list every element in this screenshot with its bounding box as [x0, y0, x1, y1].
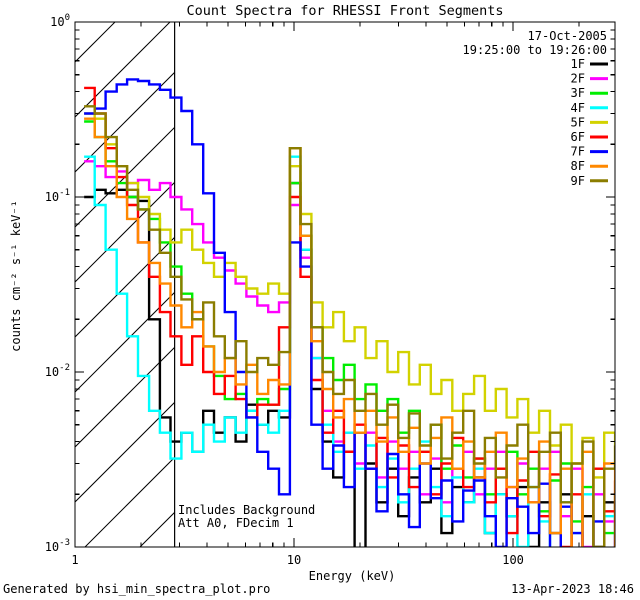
y-tick-label: 10-3 — [45, 538, 70, 554]
footer-datetime: 13-Apr-2023 18:46 — [511, 582, 634, 596]
axes-ticks: 1 10 100 100 10-1 10-2 10-3 — [45, 13, 615, 567]
legend-entry-9f: 9F — [571, 174, 608, 188]
legend-entry-8f: 8F — [571, 159, 608, 173]
legend-label: 1F — [571, 57, 585, 71]
series-path-2f — [84, 160, 615, 547]
chart-title: Count Spectra for RHESSI Front Segments — [187, 3, 504, 19]
series-path-1f — [84, 181, 615, 547]
legend-label: 9F — [571, 174, 585, 188]
time-range-label: 19:25:00 to 19:26:00 — [463, 43, 608, 57]
legend-entry-6f: 6F — [571, 130, 608, 144]
note-includes-background: Includes Background — [178, 503, 315, 517]
legend-entry-4f: 4F — [571, 101, 608, 115]
series-path-7f — [84, 78, 615, 547]
hatch-line — [75, 71, 175, 173]
series-path-8f — [84, 117, 615, 547]
legend-entry-5f: 5F — [571, 115, 608, 129]
x-tick-label: 1 — [71, 553, 78, 567]
legend-label: 5F — [571, 115, 585, 129]
legend-label: 8F — [571, 159, 585, 173]
legend-label: 7F — [571, 145, 585, 159]
legend-label: 2F — [571, 72, 585, 86]
legend-entry-3f: 3F — [571, 86, 608, 100]
y-tick-label: 100 — [50, 13, 70, 29]
x-tick-label: 10 — [287, 553, 301, 567]
legend-label: 6F — [571, 130, 585, 144]
legend-label: 4F — [571, 101, 585, 115]
x-axis-title: Energy (keV) — [309, 569, 396, 583]
legend-entry-7f: 7F — [571, 145, 608, 159]
plot-frame — [74, 21, 616, 548]
series-path-5f — [84, 112, 615, 479]
x-tick-label: 100 — [502, 553, 524, 567]
date-label: 17-Oct-2005 — [528, 29, 607, 43]
series-path-9f — [84, 105, 615, 547]
legend-label: 3F — [571, 86, 585, 100]
y-tick-label: 10-1 — [45, 188, 70, 204]
hatch-line — [75, 22, 171, 118]
hatch-line — [75, 291, 175, 393]
y-axis-title: counts cm⁻² s⁻¹ keV⁻¹ — [9, 200, 23, 352]
y-tick-label: 10-2 — [45, 363, 70, 379]
legend-entry-2f: 2F — [571, 72, 608, 86]
spectra-series — [84, 78, 615, 547]
legend-entry-1f: 1F — [571, 57, 608, 71]
hatch-line — [75, 236, 175, 338]
hatch-line — [75, 401, 175, 503]
note-attenuator: Att A0, FDecim 1 — [178, 516, 294, 530]
footer-generator: Generated by hsi_min_spectra_plot.pro — [3, 582, 270, 596]
